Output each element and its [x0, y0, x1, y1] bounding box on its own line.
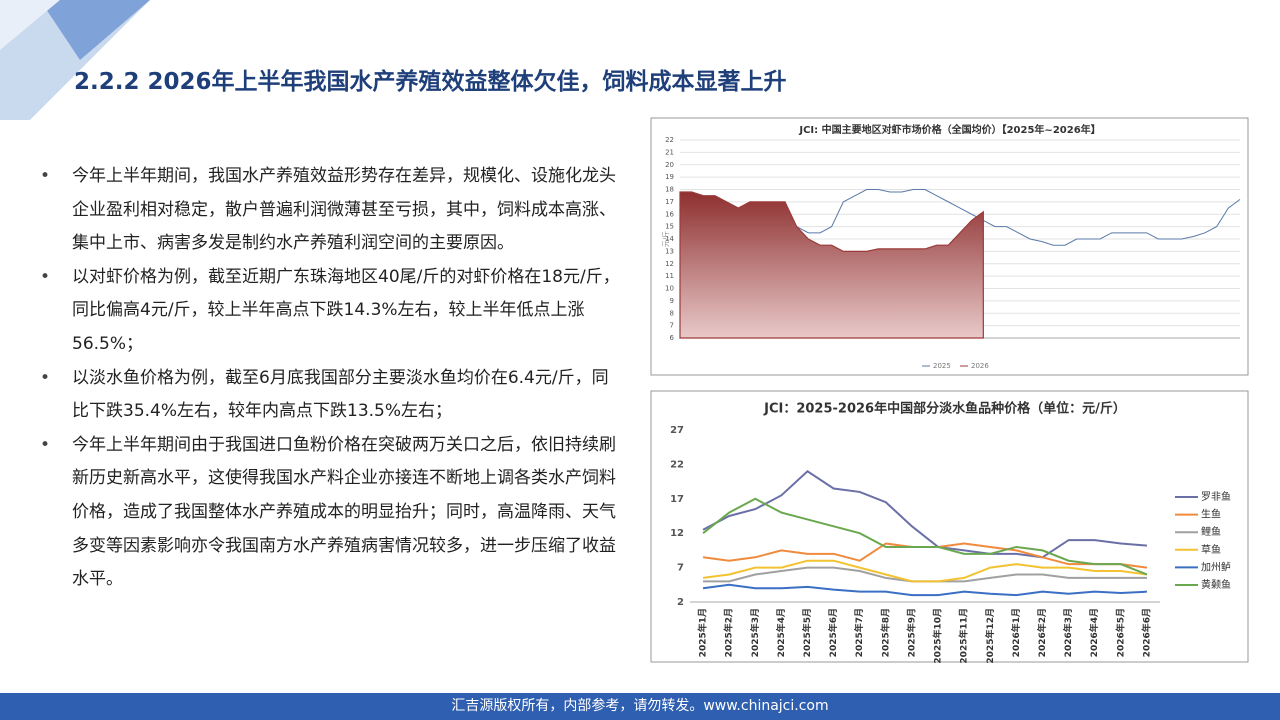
y-tick-label: 9: [670, 297, 674, 305]
line: [702, 470, 1148, 559]
y-tick-label: 18: [665, 186, 674, 194]
x-tick-label: 2026年5月: [1114, 608, 1126, 657]
bullet: 今年上半年期间由于我国进口鱼粉价格在突破两万关口之后，依旧持续刷新历史新高水平，…: [40, 429, 625, 597]
legend-label: 2026: [971, 362, 989, 370]
line: [702, 559, 1148, 583]
legend-label: 草鱼: [1201, 543, 1221, 556]
bullet: 以对虾价格为例，截至近期广东珠海地区40尾/斤的对虾价格在18元/斤，同比偏高4…: [40, 261, 625, 362]
line: [702, 497, 1148, 576]
bullet: 以淡水鱼价格为例，截至6月底我国部分主要淡水鱼均价在6.4元/斤，同比下跌35.…: [40, 362, 625, 429]
y-tick-label: 27: [670, 425, 684, 436]
x-tick-label: 2026年4月: [1088, 608, 1100, 657]
y-tick-label: 8: [670, 309, 674, 317]
x-tick-label: 2025年3月: [749, 608, 761, 657]
line: [702, 583, 1147, 597]
y-tick-label: 20: [665, 161, 674, 169]
bullet: 今年上半年期间，我国水产养殖效益形势存在差异，规模化、设施化龙头企业盈利相对稳定…: [40, 160, 625, 261]
y-tick-label: 6: [670, 334, 675, 342]
charts: JCI: 中国主要地区对虾市场价格（全国均价）【2025年~2026年】 6 7 8 9…: [650, 117, 1249, 664]
legend-label: 罗非鱼: [1201, 490, 1231, 503]
decor: [0, 0, 150, 120]
y-tick-label: 11: [665, 272, 674, 280]
slide-title: 2.2.2 2026年上半年我国水产养殖效益整体欠佳，饲料成本显著上升: [74, 69, 787, 95]
legend-label: 生鱼: [1201, 508, 1221, 521]
x-tick-label: 2025年1月: [697, 608, 709, 657]
legend-label: 加州鲈: [1201, 560, 1231, 573]
chart-title: JCI: 中国主要地区对虾市场价格（全国均价）【2025年~2026年】: [798, 123, 1100, 136]
y-tick-label: 22: [670, 459, 684, 470]
y-tick-label: 10: [665, 285, 674, 293]
legend-label: 黄颡鱼: [1201, 578, 1231, 591]
x-tick-label: 2025年4月: [775, 608, 787, 657]
legend-label: 鲤鱼: [1201, 525, 1221, 538]
y-tick-label: 7: [677, 563, 684, 574]
x-tick-label: 2025年10月: [932, 608, 944, 664]
area: [679, 191, 984, 339]
x-tick-label: 2025年5月: [801, 608, 813, 657]
footer: 汇吉源版权所有，内部参考，请勿转发。www.chinajci.com: [0, 693, 1280, 720]
x-tick-label: 2025年6月: [827, 608, 839, 657]
x-tick-label: 2026年2月: [1036, 608, 1048, 657]
y-tick-label: 7: [670, 322, 674, 330]
y-tick-label: 14: [665, 235, 674, 243]
x-tick-label: 2025年7月: [853, 608, 865, 657]
x-tick-label: 2025年8月: [879, 608, 891, 657]
y-tick-label: 22: [665, 136, 674, 144]
y-tick-label: 21: [665, 148, 674, 156]
y-tick-label: 17: [665, 198, 674, 206]
chart-title: JCI：2025-2026年中国部分淡水鱼品种价格（单位：元/斤）: [763, 401, 1126, 417]
y-tick-label: 15: [665, 223, 674, 231]
x-tick-label: 2025年11月: [958, 608, 970, 664]
x-tick-label: 2025年9月: [905, 608, 917, 657]
y-tick-label: 16: [665, 210, 674, 218]
y-tick-label: 2: [677, 597, 684, 608]
x-tick-label: 2025年2月: [723, 608, 735, 657]
y-axis-label: 元/斤: [661, 231, 670, 247]
chart-frame: [650, 390, 1249, 663]
y-tick-label: 13: [665, 247, 674, 255]
x-tick-label: 2026年1月: [1010, 608, 1022, 657]
x-tick-label: 2025年12月: [984, 608, 996, 664]
x-tick-label: 2026年3月: [1062, 608, 1074, 657]
y-tick-label: 17: [670, 494, 684, 505]
y-tick-label: 12: [665, 260, 674, 268]
legend-label: 2025: [933, 362, 951, 370]
y-tick-label: 12: [670, 528, 684, 539]
x-tick-label: 2026年6月: [1140, 608, 1152, 657]
y-tick-label: 19: [665, 173, 674, 181]
bullet-list: 今年上半年期间，我国水产养殖效益形势存在差异，规模化、设施化龙头企业盈利相对稳定…: [40, 160, 625, 597]
